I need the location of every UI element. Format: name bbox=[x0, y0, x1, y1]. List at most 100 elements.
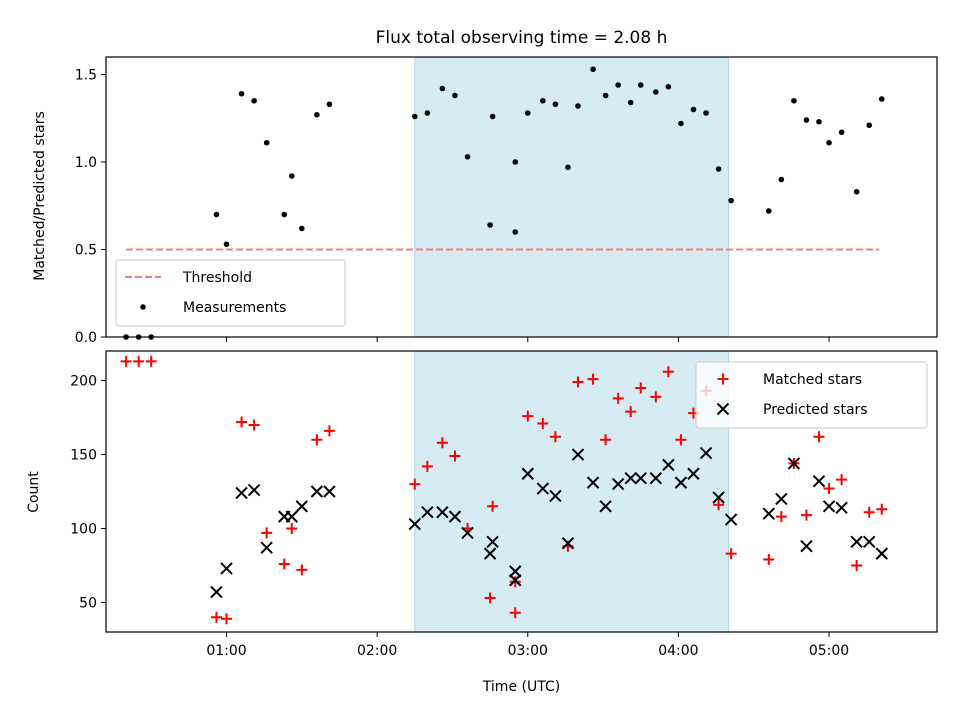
data-point bbox=[213, 211, 220, 218]
data-point bbox=[791, 97, 797, 104]
data-point bbox=[878, 96, 885, 102]
data-point bbox=[699, 446, 713, 460]
data-point bbox=[489, 113, 496, 120]
data-point bbox=[787, 457, 801, 470]
data-point bbox=[826, 139, 832, 146]
data-point bbox=[509, 607, 521, 619]
data-point bbox=[586, 476, 600, 489]
data-point bbox=[725, 548, 737, 560]
data-point bbox=[133, 355, 145, 367]
legend: Matched stars Predicted stars bbox=[695, 361, 928, 429]
data-point bbox=[278, 558, 290, 570]
data-point bbox=[600, 434, 612, 446]
x-tick-label: 04:00 bbox=[658, 643, 698, 659]
data-point bbox=[436, 437, 448, 449]
series-predicted-stars bbox=[210, 446, 888, 599]
data-point bbox=[536, 482, 550, 495]
x-axis-label: Time (UTC) bbox=[482, 679, 560, 695]
data-point bbox=[838, 129, 845, 136]
observing-window-shade bbox=[414, 350, 730, 633]
data-point bbox=[612, 392, 624, 404]
data-point bbox=[712, 491, 725, 504]
data-point bbox=[412, 113, 418, 120]
top-y-axis-label: Matched/Predicted stars bbox=[32, 111, 48, 281]
y-tick-label: 150 bbox=[70, 448, 97, 464]
data-point bbox=[487, 222, 493, 228]
data-point bbox=[715, 166, 722, 172]
data-point bbox=[713, 499, 725, 511]
data-point bbox=[875, 547, 888, 560]
bottom-y-axis-label: Count bbox=[26, 471, 42, 513]
data-point bbox=[853, 188, 860, 195]
data-point bbox=[552, 101, 559, 108]
data-point bbox=[540, 97, 546, 104]
data-point bbox=[587, 373, 599, 385]
data-point bbox=[575, 103, 581, 109]
legend-box bbox=[695, 361, 928, 429]
data-point bbox=[703, 110, 709, 116]
legend: Threshold Measurements bbox=[115, 259, 346, 327]
legend-box bbox=[115, 259, 346, 327]
data-point bbox=[285, 510, 298, 523]
data-point bbox=[571, 448, 585, 461]
data-point bbox=[263, 139, 270, 146]
data-point bbox=[461, 526, 474, 540]
data-point bbox=[281, 211, 288, 218]
data-point bbox=[637, 82, 644, 88]
x-tick-label: 01:00 bbox=[206, 643, 246, 659]
observing-window-shade bbox=[414, 56, 730, 338]
series-measurements bbox=[123, 66, 885, 340]
data-point bbox=[836, 474, 848, 486]
y-tick-label: 100 bbox=[70, 521, 97, 537]
data-point bbox=[876, 503, 888, 515]
legend-label: Predicted stars bbox=[763, 402, 868, 418]
data-point bbox=[590, 66, 596, 73]
data-point bbox=[615, 82, 621, 88]
data-point bbox=[408, 517, 422, 531]
y-tick-label: 0.5 bbox=[75, 243, 97, 259]
data-point bbox=[812, 474, 826, 488]
data-point bbox=[409, 478, 421, 490]
data-point bbox=[421, 505, 434, 519]
legend-x-swatch bbox=[716, 402, 730, 416]
data-point bbox=[803, 117, 810, 123]
data-point bbox=[524, 110, 531, 116]
axes-frame bbox=[105, 350, 938, 633]
data-point bbox=[675, 434, 687, 446]
data-point bbox=[484, 592, 496, 604]
data-point bbox=[678, 120, 684, 127]
data-point bbox=[572, 376, 584, 388]
data-point bbox=[690, 106, 697, 113]
data-point bbox=[800, 509, 812, 521]
data-point bbox=[509, 574, 522, 587]
data-point bbox=[509, 576, 521, 588]
data-point bbox=[120, 355, 132, 367]
data-point bbox=[522, 410, 534, 422]
data-point bbox=[311, 434, 323, 446]
data-point bbox=[261, 527, 273, 539]
data-point bbox=[486, 535, 499, 548]
data-point bbox=[624, 471, 637, 485]
data-point bbox=[537, 417, 549, 429]
data-point bbox=[509, 565, 522, 578]
data-point bbox=[288, 173, 295, 179]
data-point bbox=[863, 506, 875, 518]
data-point bbox=[236, 416, 248, 428]
data-point bbox=[314, 111, 320, 118]
data-point bbox=[653, 89, 659, 95]
data-point bbox=[299, 225, 305, 232]
data-point bbox=[235, 486, 248, 500]
data-point bbox=[260, 541, 273, 554]
data-point bbox=[323, 485, 336, 498]
data-point bbox=[822, 500, 836, 513]
y-tick-label: 50 bbox=[79, 595, 97, 611]
x-tick-label: 05:00 bbox=[809, 643, 849, 659]
data-point bbox=[220, 562, 233, 575]
data-point bbox=[238, 90, 245, 97]
data-point bbox=[295, 500, 309, 513]
data-point bbox=[549, 489, 562, 503]
data-point bbox=[436, 505, 449, 519]
legend-plus-swatch bbox=[717, 373, 729, 385]
data-point bbox=[210, 611, 222, 623]
data-point bbox=[487, 500, 499, 512]
